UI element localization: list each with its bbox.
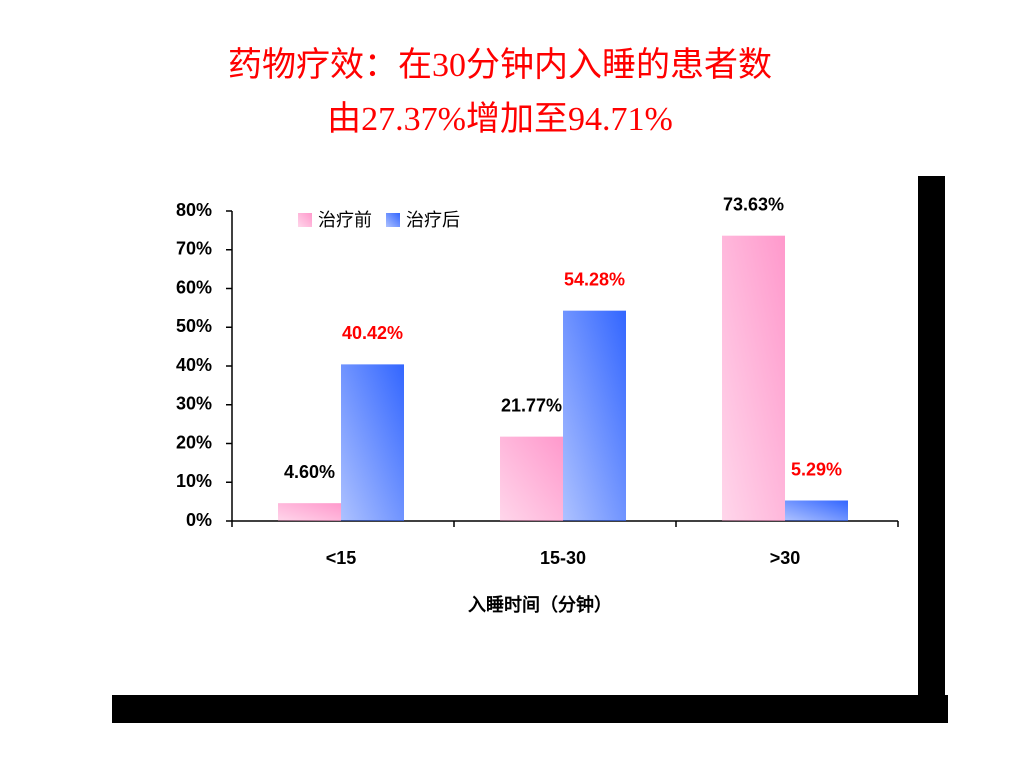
x-tick-label: >30 (770, 548, 801, 568)
bar (278, 503, 341, 521)
bar (563, 310, 626, 521)
value-label: 5.29% (791, 459, 842, 479)
chart-title: 药物疗效：在30分钟内入睡的患者数 (228, 46, 772, 84)
value-label: 54.28% (564, 269, 625, 289)
bar (785, 500, 848, 521)
y-tick-label: 70% (176, 239, 212, 259)
bar (722, 235, 785, 521)
value-label: 21.77% (501, 395, 562, 415)
y-tick-label: 20% (176, 432, 212, 452)
legend-label: 治疗前 (318, 210, 372, 230)
frame-bottom (112, 695, 948, 723)
y-tick-label: 10% (176, 471, 212, 491)
y-tick-label: 40% (176, 355, 212, 375)
chart-title: 由27.37%增加至94.71% (327, 100, 673, 138)
y-tick-label: 50% (176, 316, 212, 336)
bar (341, 364, 404, 521)
value-label: 73.63% (723, 194, 784, 214)
value-label: 4.60% (284, 462, 335, 482)
y-tick-label: 0% (186, 510, 212, 530)
bar (500, 436, 563, 521)
y-tick-label: 30% (176, 394, 212, 414)
frame-right (918, 176, 945, 696)
legend-swatch (386, 213, 400, 227)
x-tick-label: <15 (326, 548, 357, 568)
x-tick-label: 15-30 (540, 548, 586, 568)
legend-label: 治疗后 (406, 210, 460, 230)
legend-swatch (298, 213, 312, 227)
y-tick-label: 60% (176, 277, 212, 297)
y-tick-label: 80% (176, 200, 212, 220)
value-label: 40.42% (342, 323, 403, 343)
x-axis-label: 入睡时间（分钟） (468, 594, 612, 615)
